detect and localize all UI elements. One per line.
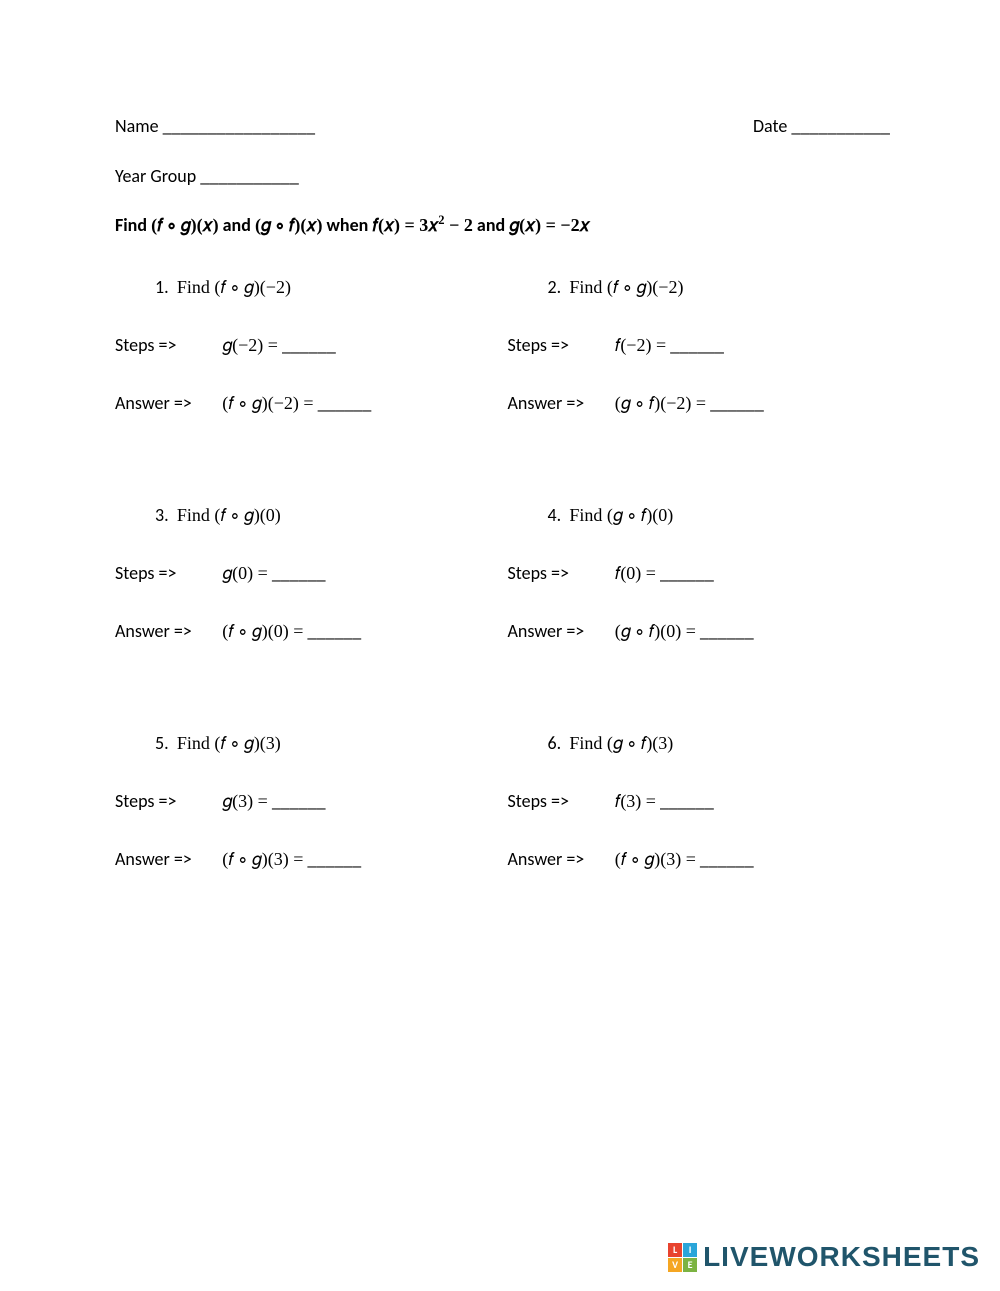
answer-blank[interactable]: ______ — [696, 620, 754, 642]
instr-mid1: and — [219, 214, 255, 236]
problem-title: 3. Find (𝑓 ∘ 𝑔)(0) — [155, 504, 498, 526]
problem-steps: Steps => 𝑔(0) = ______ — [115, 562, 498, 584]
instruction-text: Find (𝑓 ∘ 𝑔)(𝑥) and (𝑔 ∘ 𝑓)(𝑥) when 𝑓(𝑥)… — [115, 213, 890, 236]
problem-number: 4. — [548, 504, 562, 526]
problem-title: 2. Find (𝑓 ∘ 𝑔)(−2) — [548, 276, 891, 298]
steps-blank[interactable]: ______ — [268, 562, 326, 584]
answer-label: Answer => — [115, 848, 210, 870]
name-field[interactable]: Name _________________ — [115, 115, 315, 137]
problem-number: 1. — [155, 276, 169, 298]
problem-steps: Steps => 𝑓(3) = ______ — [508, 790, 891, 812]
year-group-field[interactable]: Year Group ___________ — [115, 165, 890, 187]
problem-expr: Find (𝑔 ∘ 𝑓)(0) — [569, 505, 673, 525]
problem-expr: Find (𝑓 ∘ 𝑔)(0) — [177, 505, 281, 525]
answer-expr: (𝑔 ∘ 𝑓)(−2) = — [615, 393, 706, 413]
steps-blank[interactable]: ______ — [268, 790, 326, 812]
steps-blank[interactable]: ______ — [656, 790, 714, 812]
watermark-logo: LIVE — [668, 1243, 697, 1272]
problem-5: 5. Find (𝑓 ∘ 𝑔)(3) Steps => 𝑔(3) = ______… — [115, 732, 498, 870]
date-field[interactable]: Date ___________ — [753, 115, 890, 137]
instr-fx-tail: − 2 — [445, 215, 473, 235]
problem-1: 1. Find (𝑓 ∘ 𝑔)(−2) Steps => 𝑔(−2) = ____… — [115, 276, 498, 414]
problem-title: 4. Find (𝑔 ∘ 𝑓)(0) — [548, 504, 891, 526]
problem-steps: Steps => 𝑔(−2) = ______ — [115, 334, 498, 356]
steps-blank[interactable]: ______ — [278, 334, 336, 356]
problem-answer: Answer => (𝑓 ∘ 𝑔)(0) = ______ — [115, 620, 498, 642]
problem-number: 3. — [155, 504, 169, 526]
steps-label: Steps => — [508, 790, 603, 812]
problem-steps: Steps => 𝑓(−2) = ______ — [508, 334, 891, 356]
answer-blank[interactable]: ______ — [303, 848, 361, 870]
problem-answer: Answer => (𝑓 ∘ 𝑔)(3) = ______ — [115, 848, 498, 870]
worksheet-page: Name _________________ Date ___________ … — [0, 0, 1000, 870]
instr-fog: (𝑓 ∘ 𝑔)(𝑥) — [151, 215, 219, 235]
answer-blank[interactable]: ______ — [314, 392, 372, 414]
wm-cell-e: E — [683, 1258, 697, 1272]
instr-fx: 𝑓(𝑥) = 3𝑥 — [372, 215, 438, 235]
instr-gof: (𝑔 ∘ 𝑓)(𝑥) — [255, 215, 323, 235]
steps-expr: 𝑓(−2) = — [615, 335, 666, 355]
problems-grid: 1. Find (𝑓 ∘ 𝑔)(−2) Steps => 𝑔(−2) = ____… — [115, 276, 890, 870]
problem-title: 5. Find (𝑓 ∘ 𝑔)(3) — [155, 732, 498, 754]
steps-label: Steps => — [115, 790, 210, 812]
answer-expr: (𝑓 ∘ 𝑔)(−2) = — [222, 393, 313, 413]
wm-cell-l: L — [668, 1243, 682, 1257]
problem-number: 6. — [548, 732, 562, 754]
instr-mid2: when — [322, 214, 372, 236]
problem-expr: Find (𝑔 ∘ 𝑓)(3) — [569, 733, 673, 753]
answer-expr: (𝑓 ∘ 𝑔)(3) = — [222, 849, 303, 869]
answer-label: Answer => — [508, 848, 603, 870]
problem-answer: Answer => (𝑔 ∘ 𝑓)(−2) = ______ — [508, 392, 891, 414]
steps-expr: 𝑓(3) = — [615, 791, 656, 811]
answer-label: Answer => — [115, 392, 210, 414]
instr-mid3: and — [473, 214, 509, 236]
problem-answer: Answer => (𝑓 ∘ 𝑔)(3) = ______ — [508, 848, 891, 870]
steps-blank[interactable]: ______ — [656, 562, 714, 584]
problem-answer: Answer => (𝑓 ∘ 𝑔)(−2) = ______ — [115, 392, 498, 414]
header-row: Name _________________ Date ___________ — [115, 115, 890, 137]
watermark: LIVE LIVEWORKSHEETS — [668, 1241, 980, 1273]
answer-label: Answer => — [115, 620, 210, 642]
steps-label: Steps => — [115, 562, 210, 584]
problem-title: 6. Find (𝑔 ∘ 𝑓)(3) — [548, 732, 891, 754]
wm-cell-i: I — [683, 1243, 697, 1257]
steps-expr: 𝑔(−2) = — [222, 335, 278, 355]
problem-number: 2. — [548, 276, 562, 298]
steps-expr: 𝑓(0) = — [615, 563, 656, 583]
watermark-text: LIVEWORKSHEETS — [703, 1241, 980, 1273]
problem-expr: Find (𝑓 ∘ 𝑔)(−2) — [177, 277, 291, 297]
problem-expr: Find (𝑓 ∘ 𝑔)(3) — [177, 733, 281, 753]
steps-label: Steps => — [508, 562, 603, 584]
answer-label: Answer => — [508, 392, 603, 414]
problem-number: 5. — [155, 732, 169, 754]
instr-gx: 𝑔(𝑥) = −2𝑥 — [509, 215, 589, 235]
problem-steps: Steps => 𝑔(3) = ______ — [115, 790, 498, 812]
problem-3: 3. Find (𝑓 ∘ 𝑔)(0) Steps => 𝑔(0) = ______… — [115, 504, 498, 642]
problem-2: 2. Find (𝑓 ∘ 𝑔)(−2) Steps => 𝑓(−2) = ____… — [508, 276, 891, 414]
problem-steps: Steps => 𝑓(0) = ______ — [508, 562, 891, 584]
wm-cell-v: V — [668, 1258, 682, 1272]
steps-blank[interactable]: ______ — [666, 334, 724, 356]
problem-answer: Answer => (𝑔 ∘ 𝑓)(0) = ______ — [508, 620, 891, 642]
steps-label: Steps => — [115, 334, 210, 356]
answer-expr: (𝑓 ∘ 𝑔)(3) = — [615, 849, 696, 869]
problem-4: 4. Find (𝑔 ∘ 𝑓)(0) Steps => 𝑓(0) = ______… — [508, 504, 891, 642]
steps-expr: 𝑔(0) = — [222, 563, 268, 583]
problem-expr: Find (𝑓 ∘ 𝑔)(−2) — [569, 277, 683, 297]
answer-expr: (𝑓 ∘ 𝑔)(0) = — [222, 621, 303, 641]
answer-blank[interactable]: ______ — [706, 392, 764, 414]
steps-label: Steps => — [508, 334, 603, 356]
steps-expr: 𝑔(3) = — [222, 791, 268, 811]
answer-expr: (𝑔 ∘ 𝑓)(0) = — [615, 621, 696, 641]
answer-blank[interactable]: ______ — [696, 848, 754, 870]
problem-6: 6. Find (𝑔 ∘ 𝑓)(3) Steps => 𝑓(3) = ______… — [508, 732, 891, 870]
answer-label: Answer => — [508, 620, 603, 642]
instr-prefix: Find — [115, 214, 151, 236]
answer-blank[interactable]: ______ — [303, 620, 361, 642]
problem-title: 1. Find (𝑓 ∘ 𝑔)(−2) — [155, 276, 498, 298]
